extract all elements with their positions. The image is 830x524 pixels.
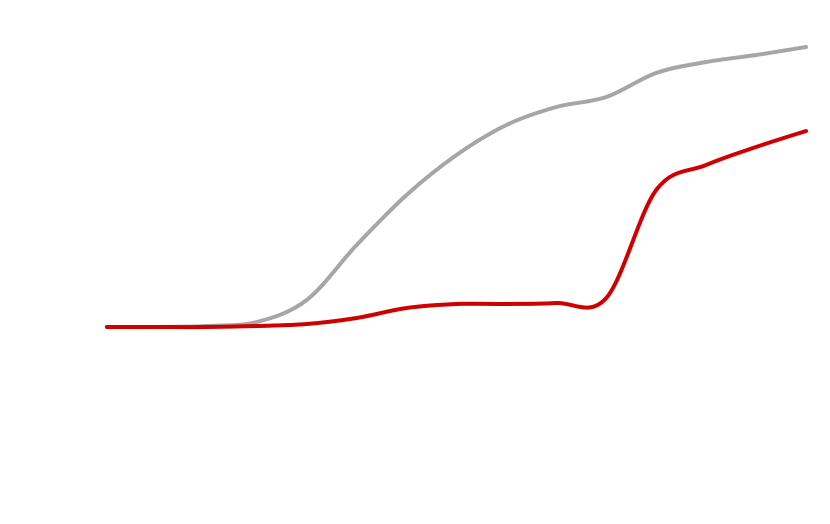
- line-series: [105, 129, 808, 330]
- line-series: [105, 45, 808, 330]
